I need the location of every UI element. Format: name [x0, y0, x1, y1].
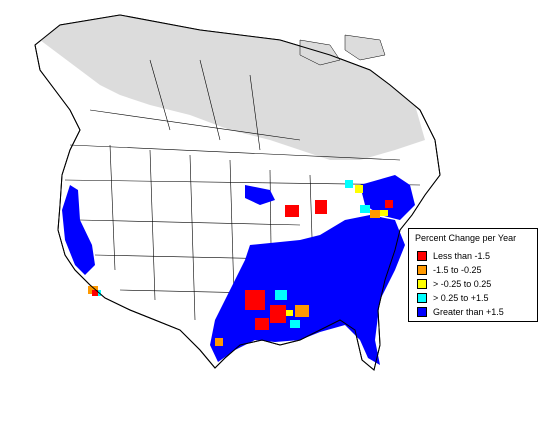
data-class-stable: [285, 185, 388, 316]
legend-item-minus-1-5-to-minus-0-25: -1.5 to -0.25: [417, 264, 482, 276]
legend-swatch: [417, 279, 427, 289]
north-america-outline-overlay: [34, 14, 441, 371]
legend-label: -1.5 to -0.25: [433, 265, 482, 275]
legend-swatch: [417, 293, 427, 303]
map-legend: Percent Change per Year Less than -1.5 -…: [408, 228, 538, 322]
legend-item-0-25-to-1-5: > 0.25 to +1.5: [417, 292, 489, 304]
data-class-decrease-high: [92, 200, 393, 330]
legend-swatch: [417, 307, 427, 317]
arctic-no-data-region: [40, 15, 425, 160]
legend-label: > 0.25 to +1.5: [433, 293, 489, 303]
legend-item-stable: > -0.25 to 0.25: [417, 278, 491, 290]
legend-label: Less than -1.5: [433, 251, 491, 261]
legend-item-less-than-minus-1-5: Less than -1.5: [417, 250, 490, 262]
arctic-island-2: [344, 34, 386, 61]
legend-label: > -0.25 to 0.25: [433, 279, 492, 289]
legend-label: Greater than +1.5: [433, 307, 504, 317]
legend-item-greater-than-1-5: Greater than +1.5: [417, 306, 504, 318]
legend-swatch: [417, 251, 427, 261]
legend-title: Percent Change per Year: [415, 233, 517, 243]
legend-swatch: [417, 265, 427, 275]
